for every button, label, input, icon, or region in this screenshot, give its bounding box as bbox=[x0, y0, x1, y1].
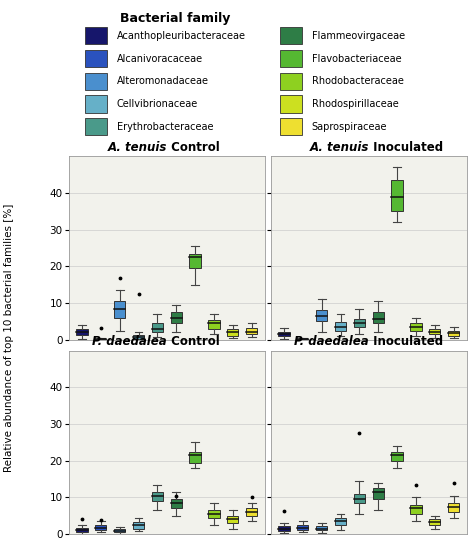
Bar bbox=[171, 312, 182, 323]
Bar bbox=[85, 50, 107, 67]
Bar bbox=[373, 312, 384, 323]
Bar bbox=[280, 27, 301, 44]
Bar bbox=[152, 492, 163, 501]
Bar bbox=[133, 522, 144, 529]
Bar bbox=[354, 318, 365, 327]
Bar bbox=[280, 50, 301, 67]
Bar bbox=[278, 526, 290, 531]
Bar bbox=[448, 503, 459, 512]
Bar bbox=[354, 494, 365, 503]
Bar bbox=[297, 339, 309, 340]
Bar bbox=[114, 529, 125, 532]
Bar bbox=[316, 311, 328, 322]
Bar bbox=[280, 95, 301, 113]
Bar bbox=[410, 505, 422, 514]
Bar bbox=[246, 508, 257, 516]
Bar bbox=[335, 518, 346, 525]
Bar bbox=[227, 329, 238, 336]
Bar bbox=[76, 528, 88, 532]
Bar bbox=[429, 519, 440, 525]
Text: Flammeovirgaceae: Flammeovirgaceae bbox=[311, 31, 405, 41]
Bar bbox=[85, 95, 107, 113]
Bar bbox=[335, 322, 346, 331]
Text: Alteromonadaceae: Alteromonadaceae bbox=[117, 76, 209, 86]
Bar bbox=[85, 27, 107, 44]
Bar bbox=[316, 526, 328, 530]
Bar bbox=[246, 328, 257, 334]
Text: Acanthopleuribacteraceae: Acanthopleuribacteraceae bbox=[117, 31, 246, 41]
Bar bbox=[297, 525, 309, 530]
Bar bbox=[95, 525, 107, 530]
Bar bbox=[152, 323, 163, 332]
Bar bbox=[429, 329, 440, 334]
Bar bbox=[392, 180, 403, 211]
Bar bbox=[392, 452, 403, 461]
Bar bbox=[133, 335, 144, 338]
Text: Erythrobacteraceae: Erythrobacteraceae bbox=[117, 122, 213, 132]
Text: Bacterial family: Bacterial family bbox=[120, 13, 231, 25]
Bar bbox=[373, 488, 384, 499]
Bar bbox=[85, 118, 107, 136]
Text: Rhodobacteraceae: Rhodobacteraceae bbox=[311, 76, 403, 86]
Bar bbox=[114, 301, 125, 318]
Text: Rhodospirillaceae: Rhodospirillaceae bbox=[311, 99, 398, 109]
Bar bbox=[280, 72, 301, 90]
Text: Relative abundance of top 10 bacterial families [%]: Relative abundance of top 10 bacterial f… bbox=[3, 204, 14, 472]
Bar bbox=[190, 452, 201, 463]
Bar bbox=[171, 499, 182, 508]
Bar bbox=[208, 319, 219, 329]
Bar bbox=[190, 253, 201, 268]
Text: Alcanivoracaceae: Alcanivoracaceae bbox=[117, 53, 202, 64]
Bar bbox=[278, 332, 290, 336]
Bar bbox=[95, 338, 107, 340]
Bar bbox=[227, 516, 238, 523]
Text: Cellvibrionaceae: Cellvibrionaceae bbox=[117, 99, 198, 109]
Bar bbox=[410, 323, 422, 331]
Bar bbox=[280, 118, 301, 136]
Text: Saprospiraceae: Saprospiraceae bbox=[311, 122, 387, 132]
Bar bbox=[448, 331, 459, 336]
Bar bbox=[76, 329, 88, 335]
Bar bbox=[208, 510, 219, 518]
Bar bbox=[85, 72, 107, 90]
Text: Flavobacteriaceae: Flavobacteriaceae bbox=[311, 53, 401, 64]
